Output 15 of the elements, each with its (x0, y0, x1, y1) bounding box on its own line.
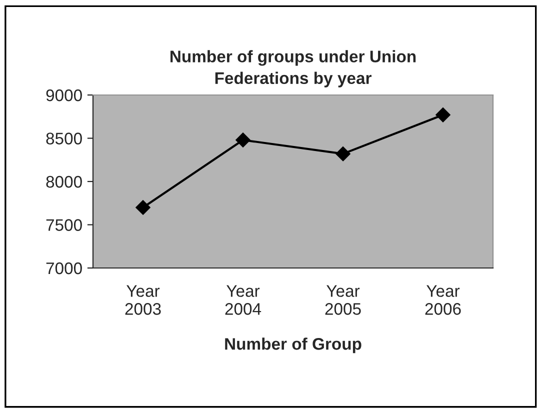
y-tick-label: 8000 (46, 176, 82, 188)
x-tick-label: Year 2006 (425, 285, 461, 315)
point (236, 132, 250, 148)
x-axis-title: Number of Group (225, 338, 362, 354)
y-tick-label: 9000 (46, 89, 82, 102)
y-tick-label: 7500 (46, 219, 82, 231)
x-tick-label: Year 2004 (225, 285, 262, 315)
x-tick-label: Year 2005 (325, 285, 361, 315)
point (436, 108, 450, 122)
chart-title: Number of groups under Union Federations by year (170, 50, 416, 88)
y-tick-label: 7000 (46, 262, 82, 274)
x-tick-label: Year 2003 (125, 285, 161, 315)
point (336, 146, 350, 162)
point (136, 200, 150, 215)
y-tick-label: 8500 (46, 132, 82, 144)
